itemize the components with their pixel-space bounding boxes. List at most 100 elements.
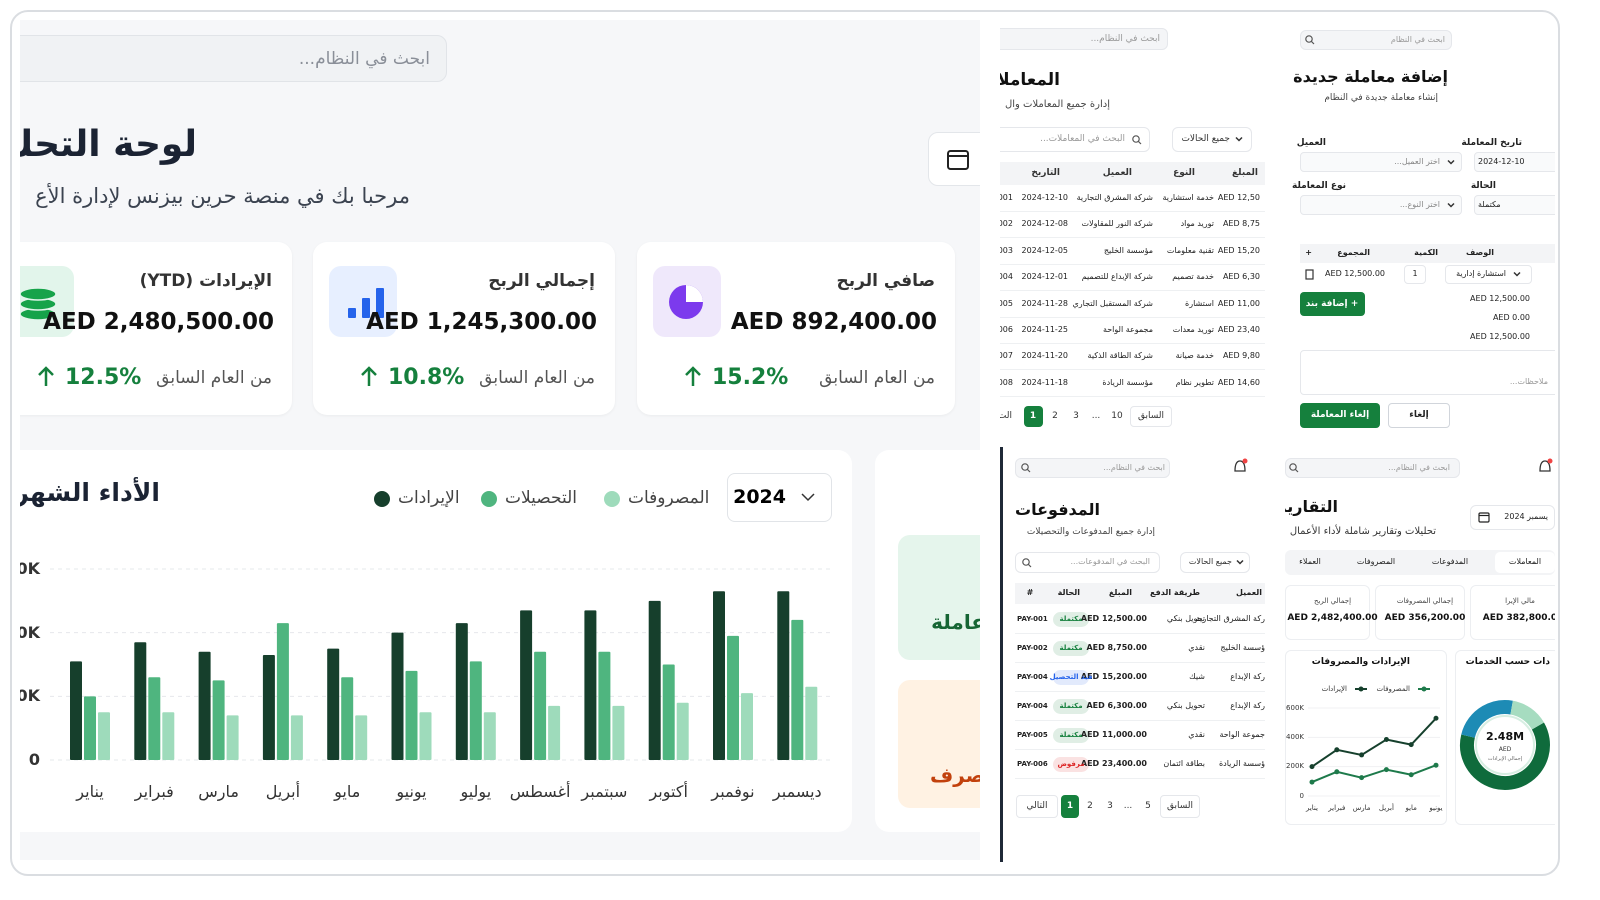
line-point (1408, 772, 1414, 778)
bar-icon (376, 288, 384, 318)
search-icon (1294, 468, 1299, 473)
page-button[interactable] (1016, 795, 1058, 818)
pie-icon (686, 285, 703, 302)
bar (212, 680, 225, 760)
search-box[interactable] (1015, 458, 1170, 478)
bar (662, 664, 675, 760)
side-card[interactable] (898, 535, 980, 660)
panel-edge (1000, 447, 1003, 862)
page-button[interactable] (1160, 795, 1200, 818)
status-pill (1053, 670, 1089, 685)
table-row-divider (1000, 369, 1265, 371)
bar (805, 686, 818, 760)
items-header (1300, 244, 1555, 263)
table-row-divider (1000, 263, 1265, 265)
graphics (20, 150, 969, 761)
search-box[interactable] (20, 35, 447, 82)
bar (548, 705, 561, 760)
bar (727, 635, 739, 760)
form-input[interactable] (1474, 152, 1555, 172)
save-button[interactable] (1300, 403, 1380, 428)
page-button-active[interactable] (1024, 406, 1043, 427)
bar (162, 712, 175, 760)
legend-swatch (1358, 686, 1364, 692)
side-card[interactable] (898, 680, 980, 808)
tab-active[interactable] (1495, 552, 1555, 573)
bar (534, 651, 547, 760)
period-select[interactable] (1470, 505, 1555, 530)
search-icon (1137, 140, 1142, 145)
bar (584, 610, 597, 760)
kpi-card (1285, 585, 1370, 640)
item-qty[interactable] (1404, 265, 1426, 284)
calendar-button[interactable] (928, 132, 980, 186)
add-item-button[interactable] (1300, 292, 1365, 316)
bar (98, 712, 110, 760)
transactions-panel: ابحث في النظام...المعاملاتإدارة جميع الم… (1000, 22, 1265, 440)
bar (612, 705, 625, 760)
page-button-active[interactable] (1061, 795, 1079, 818)
line-point (1383, 737, 1389, 743)
item-select[interactable] (1445, 265, 1532, 284)
chevron (1235, 136, 1243, 142)
notification-dot (1242, 458, 1248, 464)
search-icon (1310, 40, 1315, 45)
bar-icon (348, 308, 356, 318)
legend-swatch (481, 491, 497, 507)
bar (676, 702, 689, 760)
chevron (1447, 159, 1455, 165)
dashboard-panel: 0100K200K300Kينايرفبرايرمارسأبريلمايويون… (20, 20, 980, 860)
donut-segment (1460, 700, 1550, 790)
form-input[interactable] (1474, 195, 1555, 215)
search-box[interactable] (1285, 458, 1460, 478)
cancel-button[interactable] (1388, 403, 1450, 428)
search-box[interactable] (1000, 28, 1168, 50)
table-row-divider (1015, 749, 1265, 750)
status-pill (1053, 612, 1089, 627)
search-icon (1305, 35, 1313, 43)
bar (391, 632, 404, 760)
table-search[interactable] (1015, 552, 1160, 573)
bell-icon (1539, 460, 1551, 472)
table-row-divider (1000, 343, 1265, 344)
table-search[interactable] (1000, 127, 1150, 152)
bar (791, 619, 804, 760)
search-icon (1022, 558, 1030, 566)
notes-input[interactable] (1300, 350, 1555, 395)
search-icon (1132, 135, 1140, 143)
bar (469, 661, 482, 760)
bar (598, 651, 611, 760)
search-box[interactable] (1300, 30, 1452, 50)
legend-swatch (1421, 686, 1427, 692)
bar (648, 600, 661, 760)
bar (455, 623, 468, 760)
bar (148, 677, 161, 760)
legend-swatch (604, 491, 620, 507)
line-point (1359, 752, 1365, 758)
graphics (1305, 35, 1521, 280)
table-row-divider (1015, 720, 1265, 721)
search-icon (1021, 463, 1029, 471)
status-pill (1053, 699, 1089, 714)
search-icon (1289, 463, 1297, 471)
notification-dot (1547, 458, 1553, 464)
form-input[interactable] (1300, 195, 1462, 215)
chevron (1513, 271, 1521, 277)
search-icon (1027, 563, 1032, 568)
bar (276, 623, 289, 760)
bar (70, 661, 82, 760)
form-input[interactable] (1300, 152, 1462, 172)
bar (520, 610, 533, 760)
frame (10, 10, 1560, 876)
filter-select[interactable] (1180, 552, 1250, 573)
trash-icon (1305, 269, 1314, 280)
line-point (1408, 742, 1414, 748)
line-point (1334, 769, 1340, 775)
chevron (801, 493, 815, 502)
line-series (1311, 764, 1437, 783)
bar (84, 696, 96, 760)
bar (777, 591, 790, 760)
year-select[interactable] (727, 473, 832, 522)
page-button[interactable] (1130, 406, 1172, 427)
